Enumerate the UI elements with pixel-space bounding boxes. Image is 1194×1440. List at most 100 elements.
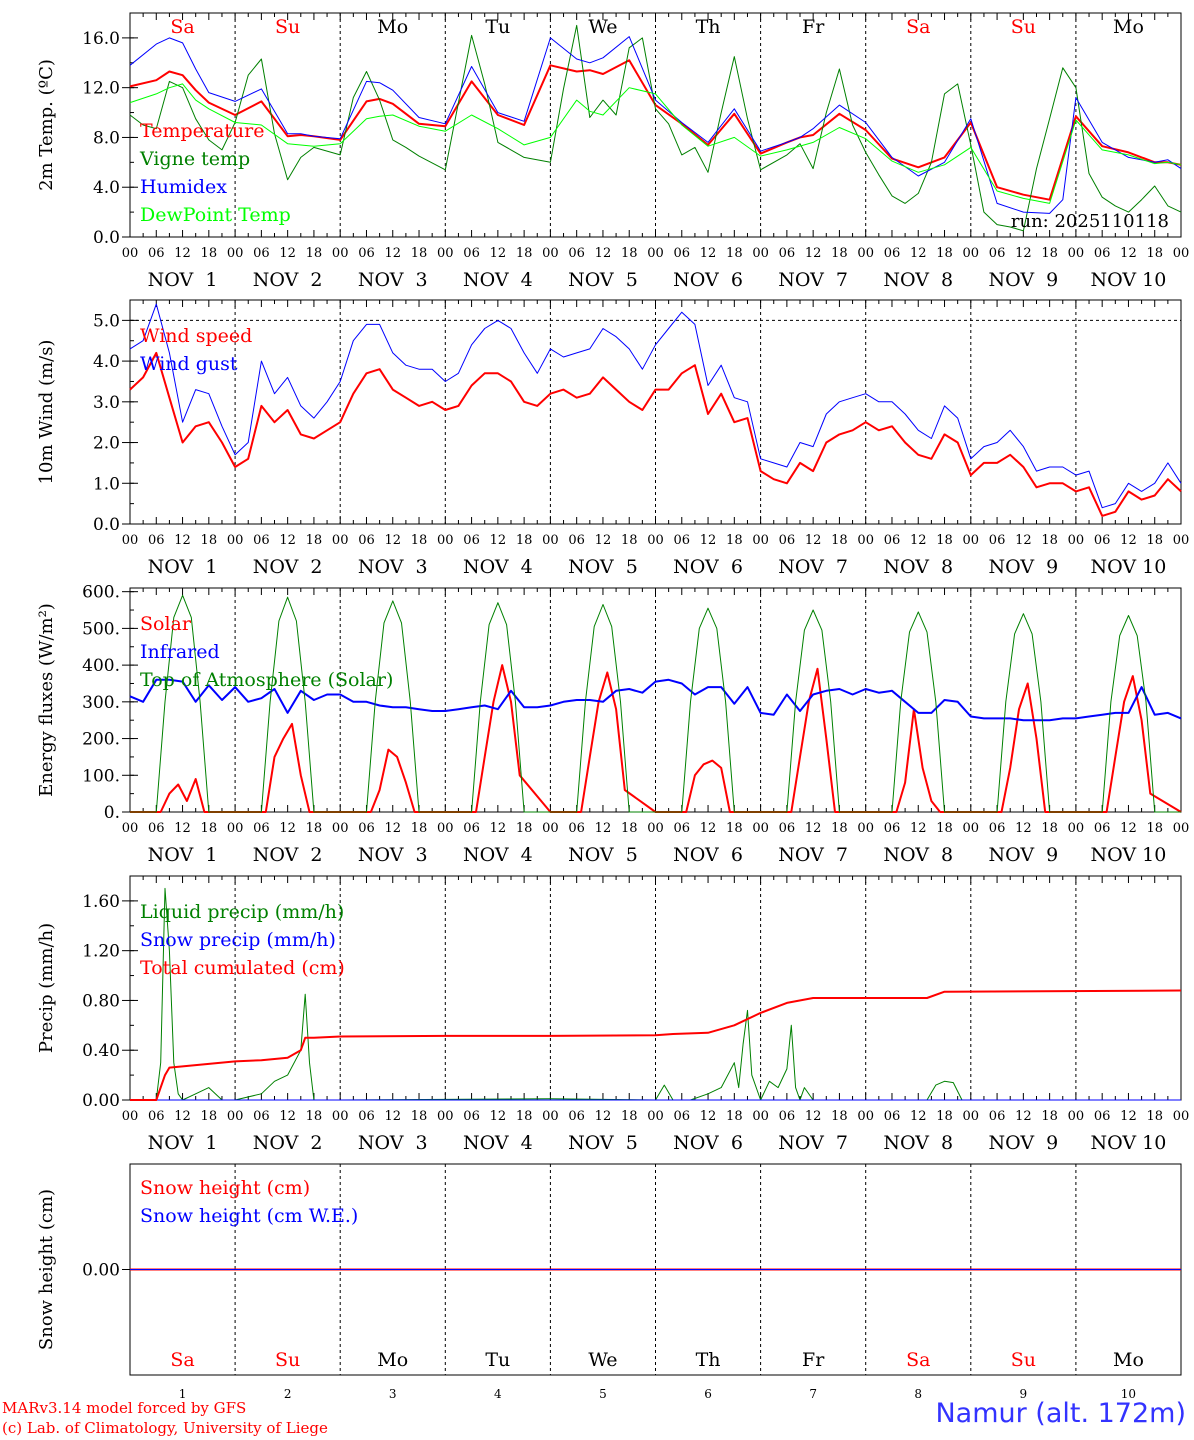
precip-hour-label: 12 [490, 1109, 507, 1124]
energy-date-label: NOV 4 [463, 844, 533, 866]
temp-series-humidex [129, 36, 1182, 214]
energy-frame [129, 587, 1182, 813]
energy-hour-label: 06 [358, 821, 375, 836]
snow-weekday-label: Th [696, 1349, 721, 1371]
wind-hour-label: 12 [805, 533, 822, 548]
credits: MARv3.14 model forced by GFS (c) Lab. of… [2, 1398, 328, 1438]
energy-date-label: NOV 9 [988, 844, 1058, 866]
energy-hour-label: 06 [253, 821, 270, 836]
wind-y-tick-label: 4.0 [93, 352, 120, 372]
precip-hour-label: 00 [437, 1109, 454, 1124]
wind-date-label: NOV 8 [883, 556, 953, 578]
temp-date-label: NOV 4 [463, 269, 533, 291]
temp-run-annotation: run: 2025110118 [1011, 211, 1169, 232]
temp-hour-label: 06 [148, 246, 165, 261]
precip-date-label: NOV 8 [883, 1132, 953, 1154]
temp-chart: 0.0 4.0 8.0 12.0 16.0 2m Temp. (ºC) Temperatur… [36, 12, 1189, 291]
precip-legend-entry: Snow precip (mm/h) [140, 929, 336, 951]
temp-legend-entry: DewPoint Temp [140, 204, 291, 226]
temp-hour-label: 00 [647, 246, 664, 261]
energy-hour-label: 06 [884, 821, 901, 836]
wind-date-label: NOV 6 [673, 556, 743, 578]
energy-hour-label: 00 [437, 821, 454, 836]
wind-date-label: NOV 5 [568, 556, 638, 578]
temp-hour-label: 06 [253, 246, 270, 261]
precip-chart: 0.00 0.40 0.80 1.20 1.60 Precip (mm/h) Liquid … [36, 875, 1189, 1154]
temp-series-temperature [129, 59, 1182, 201]
precip-hour-label: 00 [122, 1109, 139, 1124]
wind-hour-label: 00 [542, 533, 559, 548]
temp-date-label: NOV 1 [148, 269, 218, 291]
temp-legend-entry: Temperature [140, 120, 264, 142]
energy-hour-label: 06 [568, 821, 585, 836]
energy-date-label: NOV 2 [253, 844, 323, 866]
wind-hour-label: 18 [201, 533, 218, 548]
energy-y-tick-label: 0. [104, 803, 120, 823]
snow-day-number: 10 [1121, 1387, 1136, 1398]
temp-hour-label: 18 [516, 246, 533, 261]
energy-y-tick-label: 400. [82, 656, 120, 676]
wind-hour-label: 18 [936, 533, 953, 548]
wind-y-tick-label: 0.0 [93, 515, 120, 535]
precip-hour-label: 18 [936, 1109, 953, 1124]
energy-date-label: NOV 10 [1091, 844, 1167, 866]
snow-day-number: 3 [389, 1387, 397, 1398]
precip-hour-label: 00 [1068, 1109, 1085, 1124]
energy-hour-label: 12 [595, 821, 612, 836]
precip-date-label: NOV 10 [1091, 1132, 1167, 1154]
wind-date-label: NOV 7 [778, 556, 848, 578]
temp-y-tick-label: 12.0 [82, 79, 120, 99]
temp-hour-label: 12 [279, 246, 296, 261]
wind-chart: 0.0 1.0 2.0 3.0 4.0 5.0 10m Wind (m/s) Wind spe… [36, 299, 1189, 578]
snow-weekday-label: Su [275, 1349, 300, 1371]
temp-date-label: NOV 5 [568, 269, 638, 291]
temp-hour-label: 00 [752, 246, 769, 261]
temp-hour-label: 12 [384, 246, 401, 261]
temp-legend-entry: Vigne temp [139, 148, 250, 170]
precip-hour-label: 12 [279, 1109, 296, 1124]
energy-date-label: NOV 6 [673, 844, 743, 866]
temp-hour-label: 18 [306, 246, 323, 261]
snow-legend-entry: Snow height (cm W.E.) [140, 1205, 358, 1227]
precip-hour-label: 00 [227, 1109, 244, 1124]
precip-hour-label: 18 [831, 1109, 848, 1124]
precip-hour-label: 12 [384, 1109, 401, 1124]
temp-hour-label: 12 [910, 246, 927, 261]
precip-hour-label: 06 [463, 1109, 480, 1124]
snow-day-number: 8 [914, 1387, 922, 1398]
energy-hour-label: 00 [1173, 821, 1190, 836]
temp-hour-label: 18 [621, 246, 638, 261]
temp-hour-label: 12 [174, 246, 191, 261]
wind-hour-label: 00 [437, 533, 454, 548]
snow-weekday-label: Mo [377, 1349, 408, 1371]
precip-date-label: NOV 4 [463, 1132, 533, 1154]
temp-date-label: NOV 3 [358, 269, 428, 291]
precip-date-label: NOV 1 [148, 1132, 218, 1154]
temp-hour-label: 00 [857, 246, 874, 261]
wind-hour-label: 06 [884, 533, 901, 548]
temp-hour-label: 06 [568, 246, 585, 261]
wind-hour-label: 06 [148, 533, 165, 548]
temp-hour-label: 00 [122, 246, 139, 261]
temp-hour-label: 12 [1120, 246, 1137, 261]
precip-hour-label: 06 [989, 1109, 1006, 1124]
wind-series-wind-speed [129, 351, 1182, 517]
temp-hour-label: 06 [1094, 246, 1111, 261]
precip-y-tick-label: 1.20 [82, 942, 120, 962]
wind-legend-entry: Wind gust [140, 353, 238, 375]
temp-series-dewpoint-temp [129, 83, 1182, 204]
precip-hour-label: 00 [857, 1109, 874, 1124]
precip-date-label: NOV 7 [778, 1132, 848, 1154]
energy-date-label: NOV 7 [778, 844, 848, 866]
wind-hour-label: 12 [700, 533, 717, 548]
snow-day-number: 5 [599, 1387, 607, 1398]
wind-hour-label: 18 [516, 533, 533, 548]
wind-hour-label: 00 [857, 533, 874, 548]
wind-series-wind-gust [129, 303, 1182, 509]
energy-hour-label: 18 [726, 821, 743, 836]
energy-hour-label: 06 [674, 821, 691, 836]
wind-hour-label: 06 [568, 533, 585, 548]
precip-y-tick-label: 0.40 [82, 1041, 120, 1061]
energy-date-label: NOV 8 [883, 844, 953, 866]
wind-y-tick-label: 2.0 [93, 434, 120, 454]
